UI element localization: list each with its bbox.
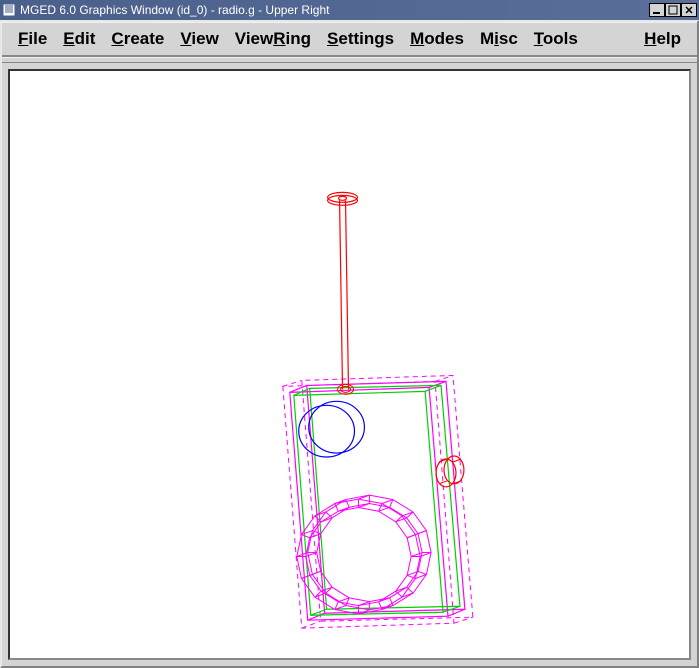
menu-view[interactable]: View (172, 27, 226, 51)
menu-viewring[interactable]: ViewRing (227, 27, 319, 51)
menu-settings[interactable]: Settings (319, 27, 402, 51)
maximize-button[interactable] (665, 3, 681, 17)
menu-edit[interactable]: Edit (55, 27, 103, 51)
menu-misc[interactable]: Misc (472, 27, 526, 51)
toolbar-separator (2, 57, 697, 63)
menu-modes[interactable]: Modes (402, 27, 472, 51)
titlebar: MGED 6.0 Graphics Window (id_0) - radio.… (0, 0, 699, 20)
window-frame: FileEditCreateViewViewRingSettingsModesM… (0, 20, 699, 668)
app-icon (2, 3, 16, 17)
menu-file[interactable]: File (10, 27, 55, 51)
close-button[interactable] (681, 3, 697, 17)
menu-tools[interactable]: Tools (526, 27, 586, 51)
window-controls (649, 3, 697, 17)
menubar: FileEditCreateViewViewRingSettingsModesM… (2, 22, 697, 57)
menu-create[interactable]: Create (103, 27, 172, 51)
cad-wireframe (10, 71, 689, 658)
minimize-button[interactable] (649, 3, 665, 17)
graphics-canvas[interactable] (8, 69, 691, 660)
window-title: MGED 6.0 Graphics Window (id_0) - radio.… (20, 3, 649, 17)
menu-help[interactable]: Help (636, 27, 689, 51)
